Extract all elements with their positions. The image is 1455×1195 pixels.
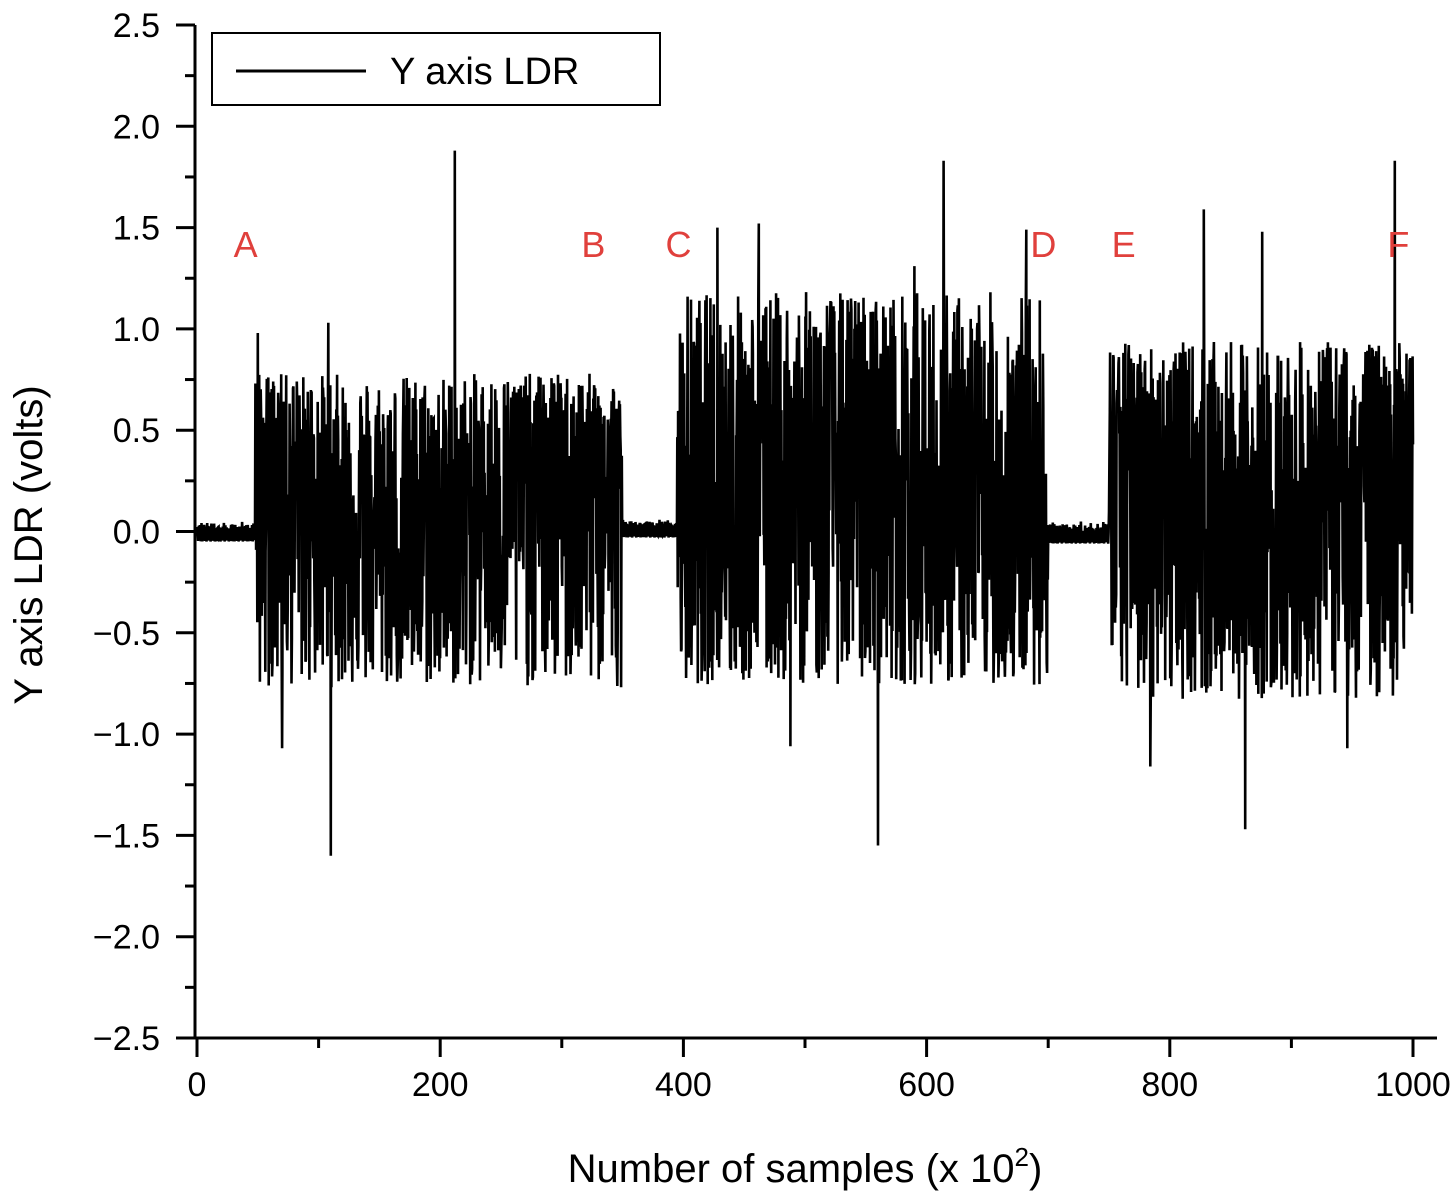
y-axis-title: Y axis LDR (volts) <box>7 385 51 704</box>
x-axis-title: Number of samples (x 102) <box>568 1142 1043 1191</box>
x-tick-label: 600 <box>898 1066 955 1104</box>
x-tick-label: 200 <box>412 1066 469 1104</box>
annotation-e: E <box>1112 224 1136 265</box>
y-tick-label: 1.0 <box>113 311 160 349</box>
y-tick-label: −1.5 <box>93 817 160 855</box>
y-tick-label: 0.5 <box>113 412 160 450</box>
x-ticks: 0 200 400 600 800 1000 <box>188 1038 1451 1104</box>
legend-entry-label: Y axis LDR <box>390 51 579 93</box>
plot-area: 2.5 2.0 1.5 1.0 0.5 0.0 −0.5 −1.0 −1.5 −2.0 −2.5 0… <box>93 7 1451 1104</box>
legend-box <box>211 32 661 106</box>
annotation-d: D <box>1030 224 1056 265</box>
series-layer <box>195 150 1415 856</box>
y-ticks: 2.5 2.0 1.5 1.0 0.5 0.0 −0.5 −1.0 −1.5 −2.0 −2.5 <box>93 7 195 1058</box>
legend: Y axis LDR <box>211 32 661 106</box>
x-axis-title-superscript: 2 <box>1015 1142 1029 1172</box>
annotation-b: B <box>581 224 605 265</box>
y-tick-label: 0.0 <box>113 514 160 552</box>
y-tick-label: −0.5 <box>93 615 160 653</box>
y-tick-label: 2.5 <box>113 7 160 45</box>
annotation-f: F <box>1387 224 1409 265</box>
x-axis-title-main: Number of samples (x 10 <box>568 1147 1015 1191</box>
x-axis-title-close: ) <box>1029 1147 1042 1191</box>
x-tick-label: 400 <box>655 1066 712 1104</box>
annotation-c: C <box>666 224 692 265</box>
y-tick-label: −2.5 <box>93 1020 160 1058</box>
x-tick-label: 800 <box>1141 1066 1198 1104</box>
x-tick-label: 0 <box>188 1066 207 1104</box>
annotations: A B C D E F <box>234 224 1410 265</box>
y-tick-label: 1.5 <box>113 210 160 248</box>
x-tick-label: 1000 <box>1375 1066 1451 1104</box>
series-line-y-axis-ldr <box>195 150 1415 856</box>
y-tick-label: 2.0 <box>113 108 160 146</box>
annotation-a: A <box>234 224 258 265</box>
y-tick-label: −2.0 <box>93 919 160 957</box>
y-tick-label: −1.0 <box>93 716 160 754</box>
